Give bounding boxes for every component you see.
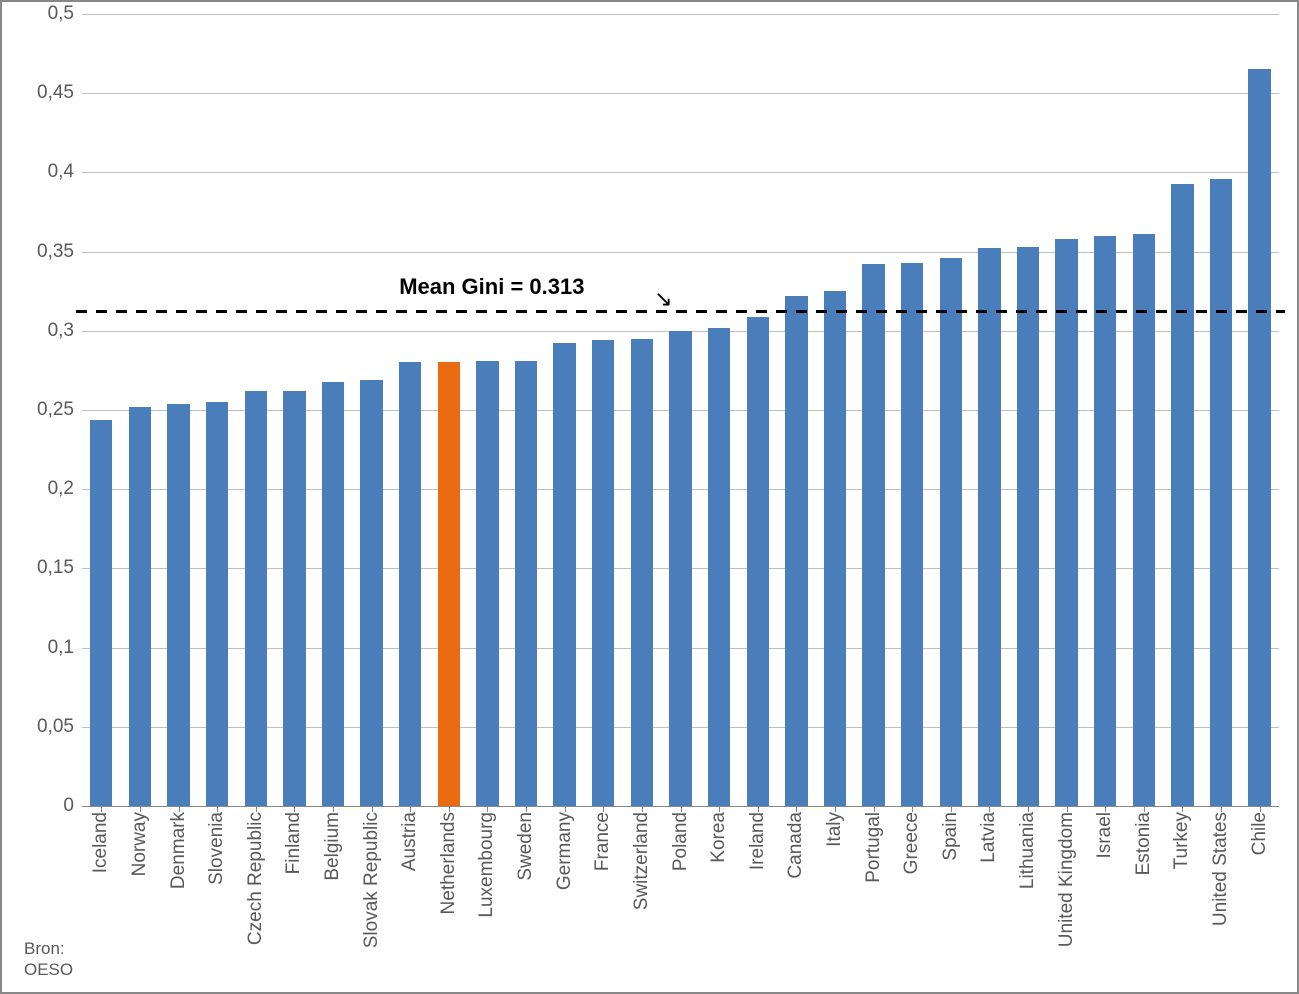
bar [592,340,614,806]
bar [824,291,846,806]
ytick-label: 0,15 [37,557,82,579]
xtick-label: Belgium [322,812,344,881]
xtick-label: Israel [1094,812,1116,858]
ytick-label: 0,1 [48,637,82,659]
bar [515,361,537,806]
ytick-label: 0 [63,795,82,817]
bar [438,362,460,806]
xtick-label: Denmark [168,812,190,889]
bar [940,258,962,806]
xtick-label: France [592,812,614,871]
bar [1094,236,1116,806]
xtick-label: Netherlands [438,812,460,914]
ytick-label: 0,3 [48,320,82,342]
xtick-label: Chile [1249,812,1271,855]
ytick-label: 0,25 [37,399,82,421]
gridline [82,93,1279,94]
bar [360,380,382,806]
ytick-label: 0,5 [48,3,82,25]
bar [399,362,421,806]
xtick-label: Lithuania [1017,812,1039,889]
bar [553,343,575,806]
xtick-label: Germany [554,812,576,890]
bar [206,402,228,806]
xtick-label: Italy [824,812,846,847]
ytick-label: 0,35 [37,241,82,263]
bar [90,420,112,806]
bar [1133,234,1155,806]
ytick-label: 0,2 [48,478,82,500]
ytick-label: 0,45 [37,82,82,104]
xtick-label: Czech Republic [245,812,267,945]
xtick-label: Greece [901,812,923,874]
ytick-label: 0,4 [48,161,82,183]
xtick-label: Poland [670,812,692,871]
bar [476,361,498,806]
gridline [82,172,1279,173]
mean-line [76,310,1285,313]
xtick-label: Spain [940,812,962,861]
xtick-label: Slovak Republic [361,812,383,948]
bar [1171,184,1193,807]
bar [167,404,189,806]
bar [1210,179,1232,806]
xtick-label: Ireland [747,812,769,870]
source-label: Bron:OESO [24,938,73,981]
bar [785,296,807,806]
bar [1248,69,1270,806]
bar [862,264,884,806]
xtick-label: Estonia [1133,812,1155,875]
mean-line-label: Mean Gini = 0.313 [399,274,584,300]
xtick-label: Norway [129,812,151,876]
bar [747,317,769,806]
xtick-label: Portugal [863,812,885,883]
xtick-label: Iceland [90,812,112,873]
gridline [82,14,1279,15]
xtick-label: Luxembourg [476,812,498,918]
bar [631,339,653,806]
bar [1055,239,1077,806]
bar [245,391,267,806]
xtick-label: Sweden [515,812,537,881]
xtick-label: Korea [708,812,730,863]
bar [283,391,305,806]
ytick-label: 0,05 [37,716,82,738]
xtick-label: Latvia [978,812,1000,863]
chart-frame: 0 0,05 0,1 0,15 0,2 0,25 0,3 0,35 0,4 0,45 0,5 Icel… [0,0,1299,994]
mean-line-arrow-icon: ↘ [654,288,672,310]
xtick-label: Switzerland [631,812,653,910]
xtick-label: Slovenia [206,812,228,885]
xtick-label: Finland [283,812,305,874]
bar [901,263,923,806]
bar [129,407,151,806]
xtick-label: Canada [785,812,807,879]
bar [1017,247,1039,806]
plot-area: 00,050,10,150,20,250,30,350,40,450,5Icel… [82,14,1279,807]
bar [669,331,691,806]
bar [322,382,344,807]
xtick-label: Austria [399,812,421,871]
xtick-label: United States [1210,812,1232,926]
xtick-label: United Kingdom [1056,812,1078,947]
bar [978,248,1000,806]
bar [708,328,730,806]
xtick-label: Turkey [1171,812,1193,869]
